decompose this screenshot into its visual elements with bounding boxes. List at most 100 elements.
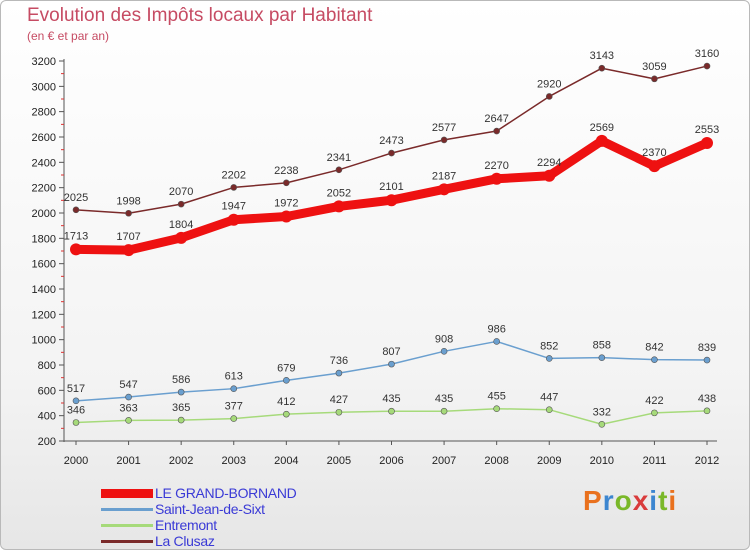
x-tick-label: 2010 [590,455,614,467]
data-point [177,200,185,208]
data-label: 986 [487,323,505,335]
x-tick-label: 2012 [695,455,719,467]
data-point [493,127,500,135]
data-label: 1972 [274,198,298,210]
x-tick-label: 2009 [537,455,561,467]
data-label: 2341 [327,152,351,164]
data-label: 1804 [169,219,193,231]
data-label: 346 [67,405,85,417]
x-tick-label: 2008 [484,455,508,467]
data-point [283,179,290,187]
data-point [598,64,606,72]
data-point [230,385,238,392]
data-label: 852 [540,340,558,352]
data-point [545,93,553,100]
y-tick-label: 2400 [32,157,56,169]
data-point [703,62,711,70]
data-label: 2370 [642,147,666,159]
y-tick-label: 3200 [32,56,56,68]
data-point [493,338,500,345]
data-label: 2553 [695,124,719,136]
data-point [70,243,82,256]
y-tick-label: 2600 [32,132,56,144]
x-tick-label: 2006 [379,455,403,467]
data-label: 517 [67,383,85,395]
data-point [598,420,606,428]
data-point [335,408,343,416]
y-tick-label: 200 [38,436,56,448]
legend-swatch [101,524,153,527]
legend-label: La Clusaz [155,533,215,549]
x-tick-label: 2005 [327,455,351,467]
data-label: 2238 [274,165,298,177]
data-label: 2187 [432,170,456,182]
data-point [283,377,290,384]
data-point [701,136,713,149]
data-point [651,356,658,363]
data-label: 365 [172,402,190,414]
y-tick-label: 800 [38,360,56,372]
data-point [177,388,185,396]
legend-label: Saint-Jean-de-Sixt [155,501,265,517]
data-point [651,75,658,83]
y-tick-label: 1200 [32,309,56,321]
y-tick-label: 3000 [32,81,56,93]
data-label: 422 [645,395,663,407]
data-point [440,407,448,415]
legend-swatch [101,489,153,498]
data-point [651,409,658,417]
data-label: 858 [593,340,611,352]
data-point [335,369,343,377]
data-label: 332 [593,406,611,418]
data-point [177,416,185,424]
data-label: 1713 [64,230,88,242]
data-point [72,206,80,214]
data-label: 547 [119,379,137,391]
data-label: 427 [330,394,348,406]
x-tick-label: 2000 [64,455,88,467]
data-point [125,393,132,401]
legend-swatch [101,508,153,511]
data-point [230,184,238,191]
data-point [388,407,395,415]
data-point [230,415,238,422]
data-label: 2025 [64,192,88,204]
data-label: 586 [172,374,190,386]
data-label: 736 [330,355,348,367]
data-point [490,172,503,185]
data-point [122,244,135,257]
legend-swatch [101,540,153,543]
x-tick-label: 2007 [432,455,456,467]
y-tick-label: 2000 [32,208,56,220]
data-point [438,183,451,196]
data-point [388,360,395,368]
data-label: 908 [435,333,453,345]
legend-label: Entremont [155,517,217,533]
data-label: 2294 [537,157,561,169]
data-label: 2070 [169,186,193,198]
data-point [595,134,608,147]
x-tick-label: 2004 [274,455,298,467]
data-point [332,200,345,213]
data-label: 435 [435,393,453,405]
data-point [543,169,556,182]
data-label: 839 [698,342,716,354]
data-label: 377 [225,401,243,413]
data-label: 2473 [379,135,403,147]
data-label: 807 [382,346,400,358]
data-label: 412 [277,396,295,408]
data-point [125,417,132,424]
data-point [72,419,80,426]
chart-subtitle: (en € et par an) [27,29,110,43]
data-label: 1947 [222,201,246,213]
data-label: 2270 [484,160,508,172]
data-label: 3143 [590,50,614,62]
y-tick-label: 1000 [32,335,56,347]
data-point [125,209,132,217]
data-label: 447 [540,392,558,404]
data-point [598,354,606,361]
data-label: 2920 [537,78,561,90]
x-tick-label: 2003 [222,455,246,467]
